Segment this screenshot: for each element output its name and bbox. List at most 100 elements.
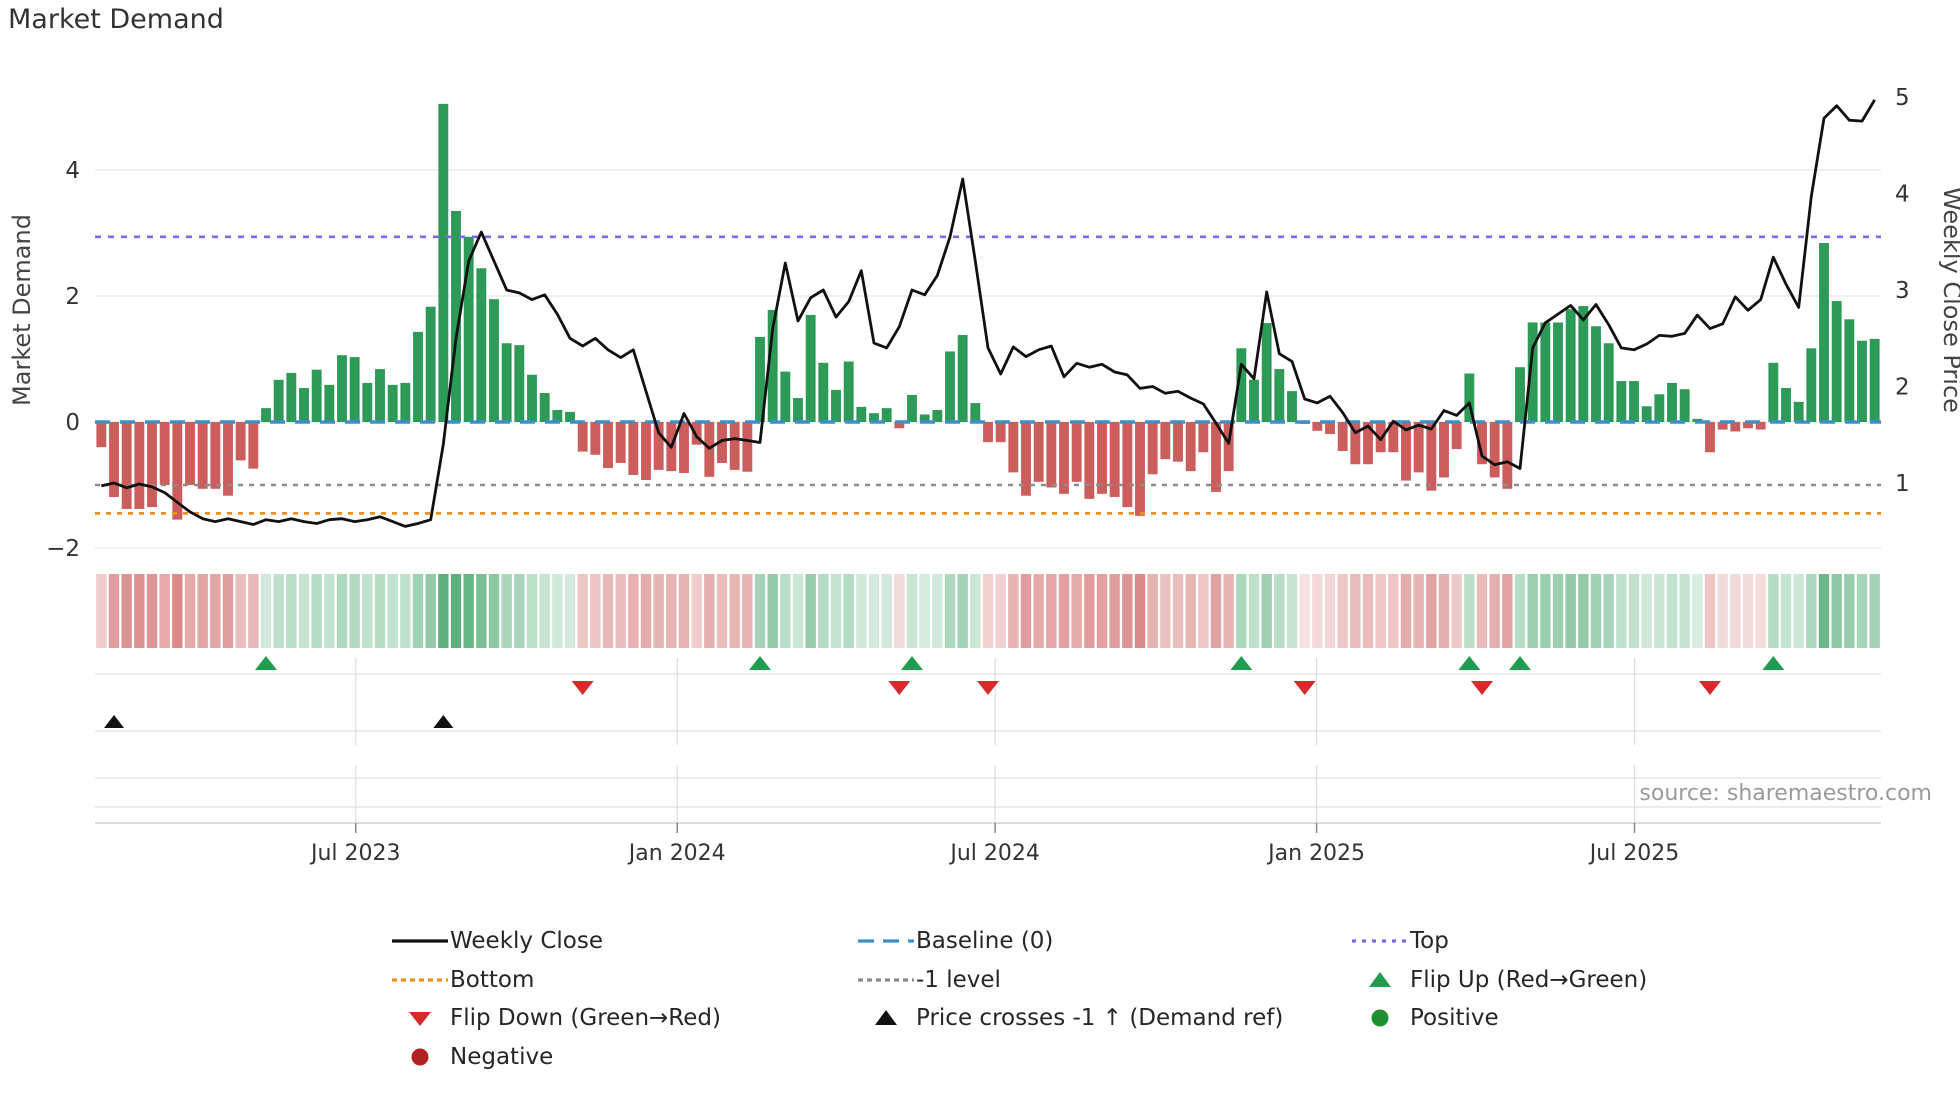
- heatmap-cell: [754, 574, 766, 648]
- demand-bar-negative: [1198, 422, 1209, 453]
- left-tick-label: 2: [65, 284, 80, 310]
- heatmap-cell: [843, 574, 854, 648]
- heatmap-cell: [1413, 574, 1424, 648]
- legend-item: Price crosses -1 ↑ (Demand ref): [856, 999, 1283, 1038]
- demand-bar-positive: [438, 103, 449, 422]
- demand-bar-negative: [147, 422, 157, 508]
- heatmap-cell: [982, 574, 994, 648]
- demand-bar-positive: [1287, 391, 1297, 422]
- legend-item: -1 level: [856, 961, 1283, 1000]
- demand-bar-positive: [425, 306, 436, 422]
- heatmap-cell: [1084, 574, 1095, 648]
- legend-item-label: Positive: [1410, 1005, 1499, 1032]
- heatmap-cell: [476, 574, 487, 648]
- heatmap-cell: [919, 574, 930, 648]
- heatmap-cell: [881, 574, 892, 648]
- right-tick-label: 3: [1895, 278, 1910, 304]
- heatmap-cell: [1274, 574, 1285, 648]
- heatmap-cell: [463, 574, 474, 648]
- heatmap-cell: [1869, 574, 1880, 648]
- demand-bar-positive: [919, 414, 930, 422]
- demand-bar-positive: [780, 371, 791, 422]
- heatmap-cell: [1286, 574, 1298, 648]
- legend-column-1: Weekly Close Bottom Flip Down (Green→Red) N…: [390, 922, 721, 1076]
- demand-bar-positive: [1781, 387, 1791, 422]
- heatmap-cell: [1122, 574, 1133, 648]
- heatmap-cell: [1438, 574, 1450, 648]
- heatmap-cell: [577, 574, 588, 648]
- demand-bar-positive: [1515, 367, 1525, 422]
- right-tick-label: 2: [1895, 375, 1910, 401]
- heatmap-cell: [1375, 574, 1386, 648]
- demand-bar-negative: [1451, 422, 1462, 450]
- heatmap-cell: [1818, 574, 1830, 648]
- heatmap-cell: [1590, 574, 1602, 648]
- demand-bar-positive: [945, 351, 955, 422]
- dash-legend-icon: [858, 978, 914, 982]
- flip-up-marker: [1509, 656, 1531, 670]
- legend-item-label: Top: [1410, 928, 1449, 955]
- demand-bar-negative: [1046, 422, 1057, 488]
- legend-item-label: Bottom: [450, 966, 535, 993]
- demand-bar-negative: [1173, 422, 1183, 462]
- flip-down-marker: [977, 681, 999, 695]
- demand-bar-negative: [1388, 422, 1399, 453]
- heatmap-cell: [1451, 574, 1462, 648]
- demand-bar-negative: [1160, 422, 1171, 460]
- heatmap-cell: [1476, 574, 1488, 648]
- x-tick-label: Jul 2024: [948, 841, 1040, 866]
- heatmap-cell: [1185, 574, 1196, 648]
- demand-bar-positive: [1869, 338, 1880, 422]
- heatmap-cell: [159, 574, 170, 648]
- heatmap-cell: [1312, 574, 1323, 648]
- heatmap-cell: [349, 574, 360, 648]
- heatmap-cell: [1654, 574, 1665, 648]
- demand-bar-positive: [261, 408, 271, 422]
- heatmap-cell: [1464, 574, 1475, 648]
- demand-bar-negative: [1084, 422, 1095, 499]
- demand-bar-negative: [729, 422, 740, 470]
- heatmap-cell: [767, 574, 778, 648]
- heatmap-cell: [1578, 574, 1589, 648]
- demand-bar-positive: [970, 403, 981, 422]
- x-tick-label: Jul 2023: [309, 841, 401, 866]
- dots-legend-icon: [1352, 939, 1408, 943]
- demand-bar-positive: [527, 374, 537, 422]
- demand-bar-positive: [489, 299, 499, 422]
- left-axis-title: Market Demand: [8, 214, 36, 406]
- demand-bar-positive: [1629, 381, 1639, 422]
- demand-bar-negative: [603, 422, 613, 468]
- heatmap-cell: [666, 574, 677, 648]
- flip-up-marker: [1230, 656, 1253, 670]
- legend-item: Top: [1350, 922, 1647, 961]
- heatmap-cell: [362, 574, 373, 648]
- heatmap-cell: [1514, 574, 1526, 648]
- demand-bar-negative: [995, 422, 1006, 443]
- heatmap-cell: [1033, 574, 1044, 648]
- heatmap-cell: [146, 574, 158, 648]
- flip-up-marker: [255, 656, 277, 670]
- heatmap-cell: [1324, 574, 1336, 648]
- heatmap-cell: [742, 574, 753, 648]
- demand-bar-negative: [1097, 422, 1107, 494]
- heatmap-cell: [526, 574, 538, 648]
- flip-up-marker: [1458, 656, 1481, 670]
- demand-bar-positive: [957, 335, 968, 422]
- heatmap-cell: [640, 574, 652, 648]
- demand-bar-positive: [932, 410, 943, 422]
- heatmap-cell: [552, 574, 563, 648]
- heatmap-cell: [425, 574, 436, 648]
- dash-legend-icon: [392, 978, 448, 982]
- demand-bar-negative: [894, 422, 905, 429]
- circle-legend-icon: [411, 1048, 429, 1066]
- heatmap-cell: [1704, 574, 1716, 648]
- demand-bar-positive: [1641, 406, 1652, 422]
- legend-item-label: Baseline (0): [916, 928, 1054, 955]
- demand-bar-negative: [615, 422, 626, 463]
- heatmap-cell: [412, 574, 424, 648]
- heatmap-cell: [1248, 574, 1260, 648]
- heatmap-cell: [1134, 574, 1146, 648]
- legend-item: Negative: [390, 1038, 721, 1077]
- demand-bar-positive: [793, 398, 803, 422]
- heatmap-cell: [704, 574, 715, 648]
